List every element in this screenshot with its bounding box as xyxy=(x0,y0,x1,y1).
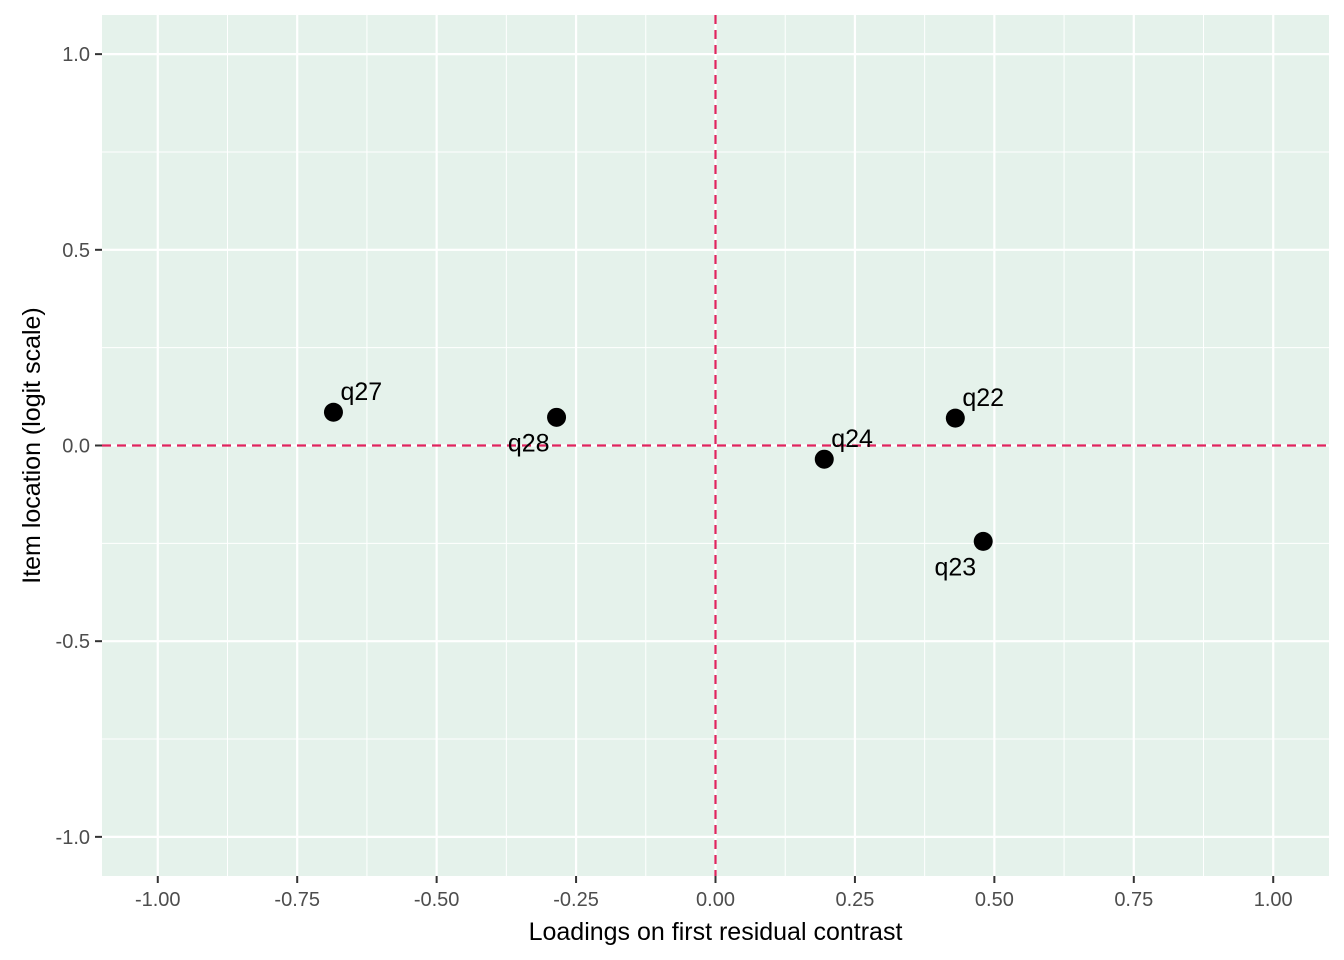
x-tick-label: -1.00 xyxy=(135,889,181,911)
point-label-q23: q23 xyxy=(934,553,976,581)
data-point-q28 xyxy=(547,407,567,427)
point-label-q22: q22 xyxy=(962,384,1004,412)
x-tick-label: -0.75 xyxy=(274,889,320,911)
x-tick-label: 0.75 xyxy=(1114,889,1153,911)
x-tick-label: -0.50 xyxy=(414,889,460,911)
x-axis: -1.00 -0.75 -0.50 -0.25 0.00 0.25 0.50 0.75 1.00 xyxy=(135,876,1293,911)
y-tick-label: -1.0 xyxy=(56,827,90,849)
reference-lines xyxy=(102,15,1329,876)
point-labels: q22 q23 q24 q27 q28 xyxy=(340,378,1004,581)
y-tick-label: 1.0 xyxy=(62,44,90,66)
data-points xyxy=(323,402,993,551)
y-tick-label: 0.0 xyxy=(62,436,90,458)
y-tick-label: -0.5 xyxy=(56,631,90,653)
y-axis-title: Item location (logit scale) xyxy=(18,307,46,584)
x-tick-label: 0.25 xyxy=(835,889,874,911)
x-axis-title: Loadings on first residual contrast xyxy=(529,918,903,946)
x-tick-label: 0.50 xyxy=(975,889,1014,911)
data-point-q23 xyxy=(973,531,993,551)
point-label-q27: q27 xyxy=(340,378,382,406)
x-tick-label: 1.00 xyxy=(1254,889,1293,911)
y-tick-label: 0.5 xyxy=(62,240,90,262)
point-label-q24: q24 xyxy=(831,425,873,453)
data-point-q24 xyxy=(814,449,834,469)
point-label-q28: q28 xyxy=(508,429,550,457)
x-tick-label: 0.00 xyxy=(696,889,735,911)
x-tick-label: -0.25 xyxy=(553,889,599,911)
y-axis: 1.0 0.5 0.0 -0.5 -1.0 xyxy=(56,44,102,849)
data-point-q22 xyxy=(945,408,965,428)
data-point-q27 xyxy=(323,402,343,422)
